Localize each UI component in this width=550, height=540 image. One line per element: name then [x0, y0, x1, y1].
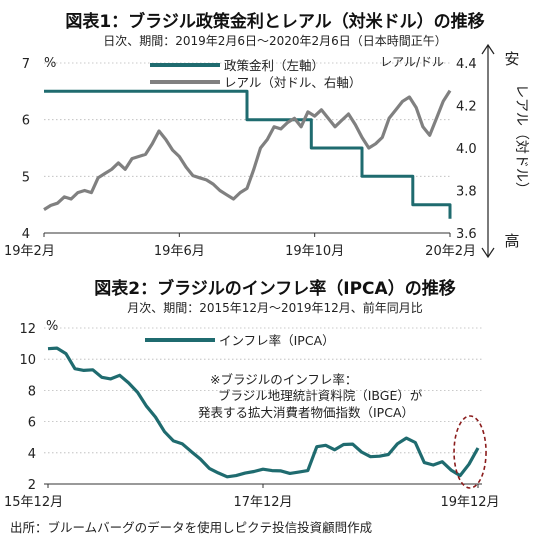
source-note: 出所：ブルームバーグのデータを使用しピクテ投信投資顧問作成 — [10, 520, 372, 535]
chart1-series-policy-rate — [44, 89, 452, 219]
chart1-right-unit: レアル/ドル — [380, 55, 444, 69]
chart1-right-axis-label: レアル（対ドル） — [513, 84, 529, 196]
chart2-annotation-line3: 発表する拡大消費者物価指数（IPCA） — [198, 405, 414, 420]
chart2-x-tick-label: 17年12月 — [233, 495, 292, 510]
chart1-y-right-tick: 3.6 — [456, 227, 477, 242]
chart2-plot: 2 4 6 8 10 12 15年12月 17年12月 19年12月 インフレ率（IPCA） — [4, 322, 500, 510]
chart1-subtitle: 日次、期間：2019年2月6日～2020年2月6日（日本時間正午） — [103, 34, 447, 48]
chart1-y-right-tick: 3.8 — [456, 185, 477, 200]
chart2-y-tick: 8 — [28, 384, 36, 399]
chart1-right-top-label: 安 — [504, 50, 519, 68]
chart2-y-unit: % — [46, 319, 58, 334]
chart1-plot: 4 5 6 7 3.6 3.8 4.0 4.2 4.4 19年2月 19年6月 19年10月 20年2月… — [4, 57, 477, 259]
chart1-y-right-tick: 4.4 — [456, 57, 477, 72]
chart2-legend-label: インフレ率（IPCA） — [219, 333, 335, 348]
chart2-y-tick: 6 — [28, 416, 36, 431]
chart2-title: 図表2：ブラジルのインフレ率（IPCA）の推移 — [94, 278, 455, 299]
chart1-direction-arrow — [481, 43, 495, 259]
chart1-x-tick-label: 19年6月 — [154, 244, 205, 259]
chart2-y-tick: 10 — [19, 353, 36, 368]
chart1-y-right-tick: 4.2 — [456, 100, 477, 115]
chart1-legend-label: レアル（対ドル、右軸） — [224, 75, 361, 90]
chart1-title: 図表1：ブラジル政策金利とレアル（対米ドル）の推移 — [65, 11, 484, 32]
chart1-right-bottom-label: 高 — [504, 232, 519, 250]
chart1-y-left-tick: 5 — [22, 170, 30, 185]
chart2-subtitle: 月次、期間：2015年12月～2019年12月、前年同月比 — [127, 300, 423, 315]
chart1-x-tick-label: 20年2月 — [425, 244, 476, 259]
chart1-series-real — [43, 89, 452, 211]
chart2-y-tick: 2 — [28, 478, 36, 493]
chart2-annotation-line2: ブラジル地理統計資料院（IBGE）が — [218, 388, 423, 403]
chart2-highlight-ellipse — [453, 415, 487, 489]
chart2-x-tick-label: 15年12月 — [4, 495, 63, 510]
chart1-y-left-tick: 7 — [22, 57, 30, 72]
chart1-left-unit: % — [44, 56, 56, 71]
chart1-y-left-tick: 4 — [22, 227, 30, 242]
chart2-series-inflation — [47, 346, 480, 479]
chart1-y-right-tick: 4.0 — [456, 142, 477, 157]
chart2-annotation-line1: ※ブラジルのインフレ率： — [210, 372, 357, 387]
chart2-x-tick-label: 19年12月 — [440, 495, 499, 510]
chart1-y-left-tick: 6 — [22, 114, 30, 129]
chart2-y-tick: 4 — [28, 447, 36, 462]
chart2-y-tick: 12 — [19, 322, 36, 337]
chart1-legend-label: 政策金利（左軸） — [224, 58, 324, 73]
chart1-x-tick-label: 19年10月 — [285, 244, 344, 259]
chart1-x-tick-label: 19年2月 — [4, 244, 55, 259]
